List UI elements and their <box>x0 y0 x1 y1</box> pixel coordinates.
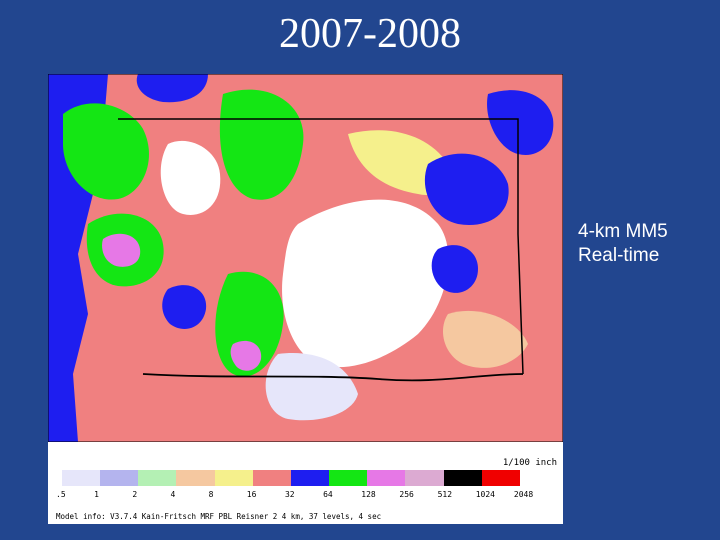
columbia-river-line <box>142 373 524 382</box>
idaho-precip-region <box>487 90 554 155</box>
legend-swatch <box>405 470 444 486</box>
legend-tick-label: 1024 <box>475 490 495 499</box>
northeast-precip-region <box>424 153 509 225</box>
canada-precip-region <box>136 74 208 103</box>
legend-swatch <box>481 470 520 486</box>
legend-tick-label: 4 <box>170 490 176 499</box>
precipitation-map <box>48 74 563 442</box>
model-label: 4-km MM5 Real-time <box>578 220 668 268</box>
columbia-basin-dry-region <box>282 199 449 368</box>
legend-swatch <box>138 470 177 486</box>
legend-tick-label: 256 <box>399 490 414 499</box>
slide-title: 2007-2008 <box>279 11 461 57</box>
legend-tick-label: 512 <box>437 490 453 499</box>
legend: 1/100 inch .5 1 2 4 8 16 32 64 128 <box>48 442 563 524</box>
legend-swatch <box>329 470 368 486</box>
precipitation-map-graphic <box>48 74 563 442</box>
legend-tick-label: 32 <box>284 490 295 499</box>
units-label: 1/100 inch <box>502 458 557 468</box>
legend-swatch <box>214 470 253 486</box>
legend-swatch <box>62 470 101 486</box>
cascade-peak-precip-region <box>230 340 262 371</box>
legend-tick-label: 2048 <box>513 490 534 499</box>
legend-tick-label: 16 <box>246 490 257 499</box>
legend-swatch <box>252 470 291 486</box>
selkirk-precip-region <box>431 245 478 293</box>
legend-tick-label: 1 <box>94 490 99 499</box>
legend-swatch <box>443 470 482 486</box>
legend-tick-label: 2 <box>132 490 138 499</box>
legend-tick-label: 64 <box>323 490 333 499</box>
legend-tick-label: .5 <box>56 490 66 499</box>
state-border-line <box>118 118 524 375</box>
model-info: Model info: V3.7.4 Kain-Fritsch MRF PBL … <box>56 512 382 521</box>
valley-precip-region <box>162 285 207 329</box>
legend-ticks: .5 1 2 4 8 16 32 64 128 256 512 1024 204… <box>56 490 558 502</box>
legend-tick-label: 8 <box>208 490 214 499</box>
legend-swatch <box>100 470 139 486</box>
model-label-line-1: 4-km MM5 <box>578 221 668 242</box>
north-cascades-precip-region <box>219 89 304 200</box>
legend-swatches <box>62 470 559 486</box>
legend-swatch <box>290 470 330 486</box>
coast-peak-precip-region <box>102 233 141 267</box>
legend-swatch <box>176 470 215 486</box>
lowland-light-region <box>265 353 358 421</box>
legend-swatch <box>519 470 559 486</box>
legend-swatch <box>367 470 406 486</box>
legend-tick-label: 128 <box>361 490 376 499</box>
precipitation-figure: 1/100 inch .5 1 2 4 8 16 32 64 128 <box>48 74 563 524</box>
model-label-line-2: Real-time <box>578 245 660 266</box>
puget-dry-region <box>160 140 221 215</box>
blue-mountains-region <box>443 310 528 368</box>
olympic-precip-region <box>63 103 149 200</box>
